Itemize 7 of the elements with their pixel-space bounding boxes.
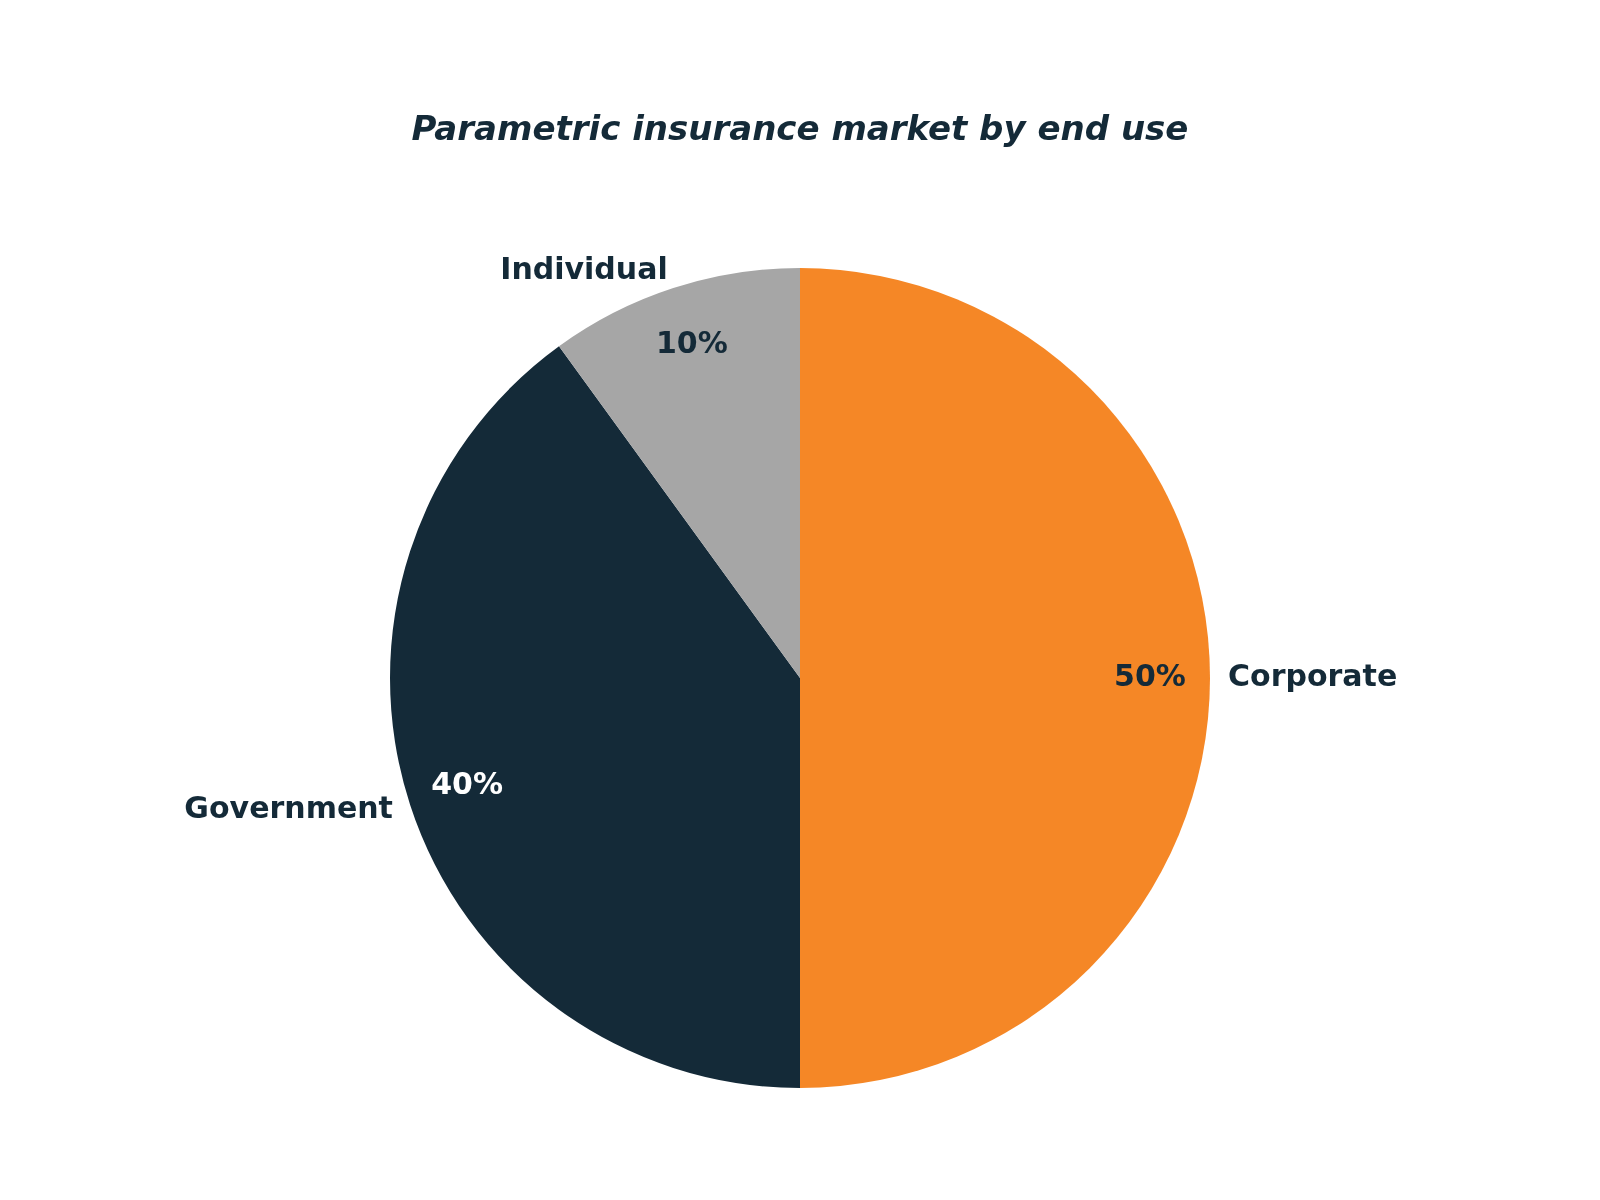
slice-label: Corporate — [1228, 657, 1398, 693]
chart-title: Parametric insurance market by end use — [410, 107, 1190, 150]
data-label: 40% — [431, 765, 504, 801]
data-label: 10% — [655, 324, 728, 360]
slice-label: Government — [184, 790, 393, 826]
slice-label: Individual — [500, 250, 668, 286]
data-label: 50% — [1114, 657, 1186, 693]
